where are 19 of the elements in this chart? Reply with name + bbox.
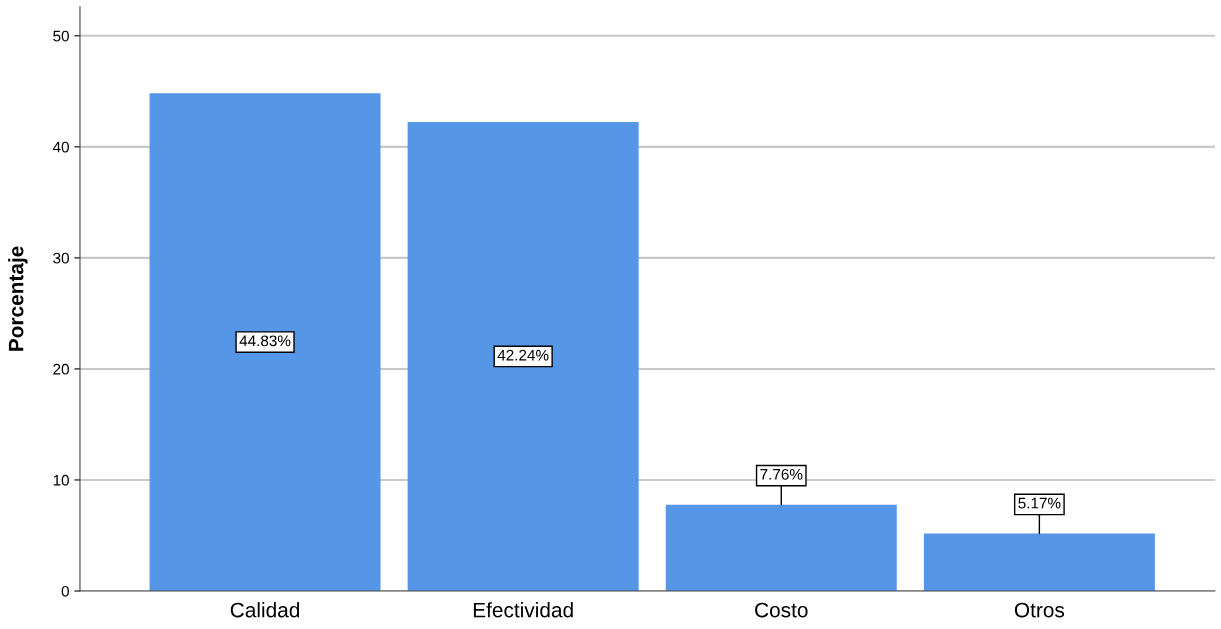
bar — [665, 504, 897, 592]
data-label: 7.76% — [760, 468, 803, 480]
y-tick-label: 10 — [53, 474, 69, 486]
bar — [149, 93, 381, 592]
y-tick-label: 0 — [61, 585, 69, 597]
data-label: 44.83% — [239, 335, 291, 347]
data-label: 5.17% — [1018, 497, 1061, 509]
x-tick-label: Efectividad — [473, 602, 573, 618]
bar — [923, 533, 1155, 592]
data-label: 42.24% — [497, 349, 549, 361]
y-tick-label: 20 — [53, 363, 69, 375]
bar — [407, 121, 639, 592]
x-tick-label: Costo — [755, 602, 808, 618]
y-tick-label: 30 — [53, 252, 69, 264]
x-tick-label: Otros — [1014, 602, 1065, 618]
x-tick-label: Calidad — [230, 602, 300, 618]
y-tick-label: 50 — [53, 30, 69, 42]
y-axis-title: Porcentaje — [8, 246, 28, 351]
y-tick-label: 40 — [52, 141, 69, 153]
